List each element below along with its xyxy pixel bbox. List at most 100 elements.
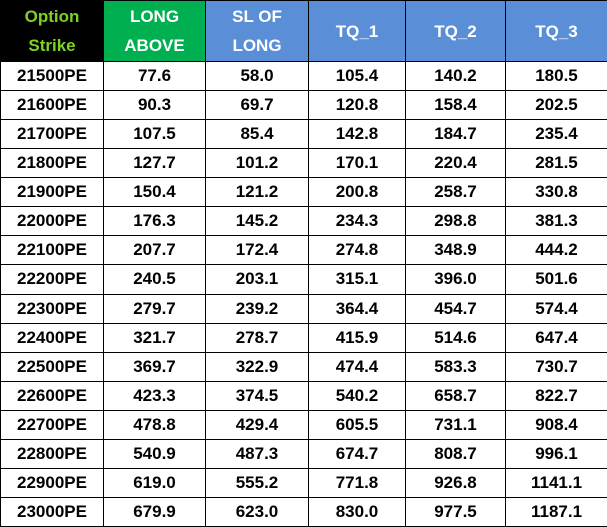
table-cell: 172.4	[205, 235, 309, 266]
table-cell: 278.7	[205, 322, 309, 353]
table-cell: 21700PE	[0, 119, 104, 150]
table-cell: 298.8	[405, 206, 506, 237]
table-cell: 444.2	[505, 235, 607, 266]
table-cell: 908.4	[505, 409, 607, 440]
table-cell: 487.3	[205, 438, 309, 469]
table-cell: 279.7	[103, 293, 206, 324]
table-cell: 69.7	[205, 90, 309, 121]
table-cell: 540.9	[103, 438, 206, 469]
table-cell: 274.8	[308, 235, 406, 266]
table-cell: 478.8	[103, 409, 206, 440]
table-cell: 77.6	[103, 60, 206, 92]
table-cell: 58.0	[205, 60, 309, 92]
table-cell: 374.5	[205, 380, 309, 411]
table-row: 22800PE 540.9 487.3 674.7 808.7 996.1	[0, 438, 607, 469]
table-cell: 150.4	[103, 177, 206, 208]
table-cell: 121.2	[205, 177, 309, 208]
table-cell: 21500PE	[0, 60, 104, 92]
table-cell: 202.5	[505, 90, 607, 121]
table-cell: 120.8	[308, 90, 406, 121]
table-cell: 107.5	[103, 119, 206, 150]
table-cell: 23000PE	[0, 496, 104, 527]
table-cell: 22800PE	[0, 438, 104, 469]
table-cell: 207.7	[103, 235, 206, 266]
table-cell: 315.1	[308, 264, 406, 295]
table-cell: 658.7	[405, 380, 506, 411]
table-cell: 501.6	[505, 264, 607, 295]
table-cell: 540.2	[308, 380, 406, 411]
table-cell: 679.9	[103, 496, 206, 527]
table-cell: 605.5	[308, 409, 406, 440]
table-cell: 22600PE	[0, 380, 104, 411]
table-cell: 234.3	[308, 206, 406, 237]
table-cell: 514.6	[405, 322, 506, 353]
table-cell: 730.7	[505, 351, 607, 382]
table-row: 21700PE 107.5 85.4 142.8 184.7 235.4	[0, 119, 607, 150]
table-cell: 381.3	[505, 206, 607, 237]
header-row: Option Strike LONG ABOVE SL OF LONG TQ_1 TQ_…	[0, 0, 607, 62]
table-row: 21900PE 150.4 121.2 200.8 258.7 330.8	[0, 177, 607, 208]
table-cell: 555.2	[205, 467, 309, 498]
table-row: 22700PE 478.8 429.4 605.5 731.1 908.4	[0, 409, 607, 440]
table-cell: 454.7	[405, 293, 506, 324]
table-cell: 184.7	[405, 119, 506, 150]
table-cell: 145.2	[205, 206, 309, 237]
table-row: 22000PE 176.3 145.2 234.3 298.8 381.3	[0, 206, 607, 237]
table-cell: 203.1	[205, 264, 309, 295]
table-cell: 926.8	[405, 467, 506, 498]
table-row: 22300PE 279.7 239.2 364.4 454.7 574.4	[0, 293, 607, 324]
table-cell: 22400PE	[0, 322, 104, 353]
table-body: 21500PE 77.6 58.0 105.4 140.2 180.5 21600PE 90.…	[0, 60, 607, 527]
table-cell: 822.7	[505, 380, 607, 411]
table-cell: 200.8	[308, 177, 406, 208]
table-cell: 281.5	[505, 148, 607, 179]
header-cell: TQ_1	[308, 0, 406, 62]
table-cell: 623.0	[205, 496, 309, 527]
table-cell: 996.1	[505, 438, 607, 469]
table-cell: 170.1	[308, 148, 406, 179]
table-cell: 105.4	[308, 60, 406, 92]
table-cell: 85.4	[205, 119, 309, 150]
table-cell: 142.8	[308, 119, 406, 150]
table-cell: 180.5	[505, 60, 607, 92]
table-cell: 239.2	[205, 293, 309, 324]
table-row: 22900PE 619.0 555.2 771.8 926.8 1141.1	[0, 467, 607, 498]
table-cell: 258.7	[405, 177, 506, 208]
table-cell: 21900PE	[0, 177, 104, 208]
table-cell: 140.2	[405, 60, 506, 92]
table-row: 22200PE 240.5 203.1 315.1 396.0 501.6	[0, 264, 607, 295]
table-cell: 22700PE	[0, 409, 104, 440]
table-cell: 396.0	[405, 264, 506, 295]
table-cell: 220.4	[405, 148, 506, 179]
table-cell: 619.0	[103, 467, 206, 498]
table-row: 23000PE 679.9 623.0 830.0 977.5 1187.1	[0, 496, 607, 527]
table-cell: 22200PE	[0, 264, 104, 295]
table-cell: 429.4	[205, 409, 309, 440]
table-cell: 22000PE	[0, 206, 104, 237]
table-row: 22100PE 207.7 172.4 274.8 348.9 444.2	[0, 235, 607, 266]
table-cell: 771.8	[308, 467, 406, 498]
table-cell: 674.7	[308, 438, 406, 469]
header-cell: LONG ABOVE	[103, 0, 206, 62]
table-cell: 474.4	[308, 351, 406, 382]
table-cell: 731.1	[405, 409, 506, 440]
table-row: 21800PE 127.7 101.2 170.1 220.4 281.5	[0, 148, 607, 179]
table-cell: 21600PE	[0, 90, 104, 121]
header-cell: TQ_3	[505, 0, 607, 62]
header-cell: TQ_2	[405, 0, 506, 62]
table-cell: 647.4	[505, 322, 607, 353]
table-cell: 415.9	[308, 322, 406, 353]
table-cell: 127.7	[103, 148, 206, 179]
table-cell: 423.3	[103, 380, 206, 411]
table-cell: 369.7	[103, 351, 206, 382]
table-cell: 322.9	[205, 351, 309, 382]
table-row: 22500PE 369.7 322.9 474.4 583.3 730.7	[0, 351, 607, 382]
table-cell: 808.7	[405, 438, 506, 469]
table-cell: 22500PE	[0, 351, 104, 382]
header-cell: Option Strike	[0, 0, 104, 62]
table-row: 21600PE 90.3 69.7 120.8 158.4 202.5	[0, 90, 607, 121]
table-cell: 330.8	[505, 177, 607, 208]
table-cell: 235.4	[505, 119, 607, 150]
